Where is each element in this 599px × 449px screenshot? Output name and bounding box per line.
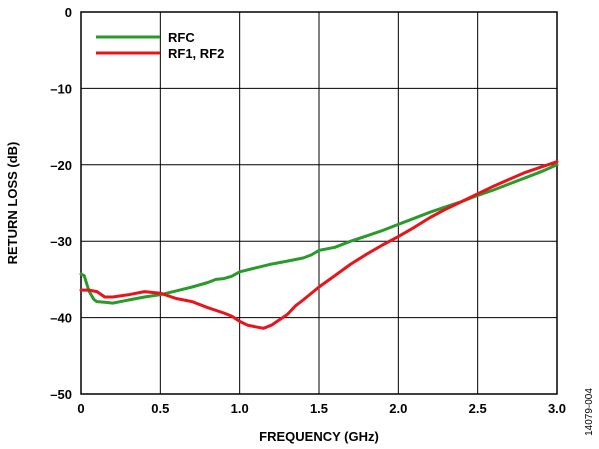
y-tick-label: –40 [50, 311, 72, 326]
y-tick-label: –50 [50, 387, 72, 402]
chart-grid [81, 12, 557, 394]
y-tick-label: –10 [50, 81, 72, 96]
x-tick-label: 3.0 [548, 401, 566, 416]
x-tick-label: 2.0 [389, 401, 407, 416]
y-tick-label: –20 [50, 158, 72, 173]
x-tick-label: 2.5 [469, 401, 487, 416]
y-axis-title: RETURN LOSS (dB) [5, 142, 20, 265]
series-line-rf1-rf2 [79, 160, 559, 330]
x-tick-label: 1.0 [231, 401, 249, 416]
x-tick-label: 1.5 [310, 401, 328, 416]
figure-id: 14079-004 [584, 388, 595, 436]
x-axis-title: FREQUENCY (GHz) [259, 429, 379, 444]
y-tick-label: 0 [65, 5, 72, 20]
x-axis-tick-labels: 0 0.5 1.0 1.5 2.0 2.5 3.0 [77, 401, 566, 416]
plot-area-frame [80, 11, 558, 395]
x-tick-label: 0.5 [151, 401, 169, 416]
x-tick-label: 0 [77, 401, 84, 416]
legend-label: RF1, RF2 [168, 46, 224, 61]
y-tick-label: –30 [50, 234, 72, 249]
legend-label: RFC [168, 30, 195, 45]
y-axis-tick-labels: 0 –10 –20 –30 –40 –50 [50, 5, 72, 402]
series-layer [79, 160, 559, 330]
